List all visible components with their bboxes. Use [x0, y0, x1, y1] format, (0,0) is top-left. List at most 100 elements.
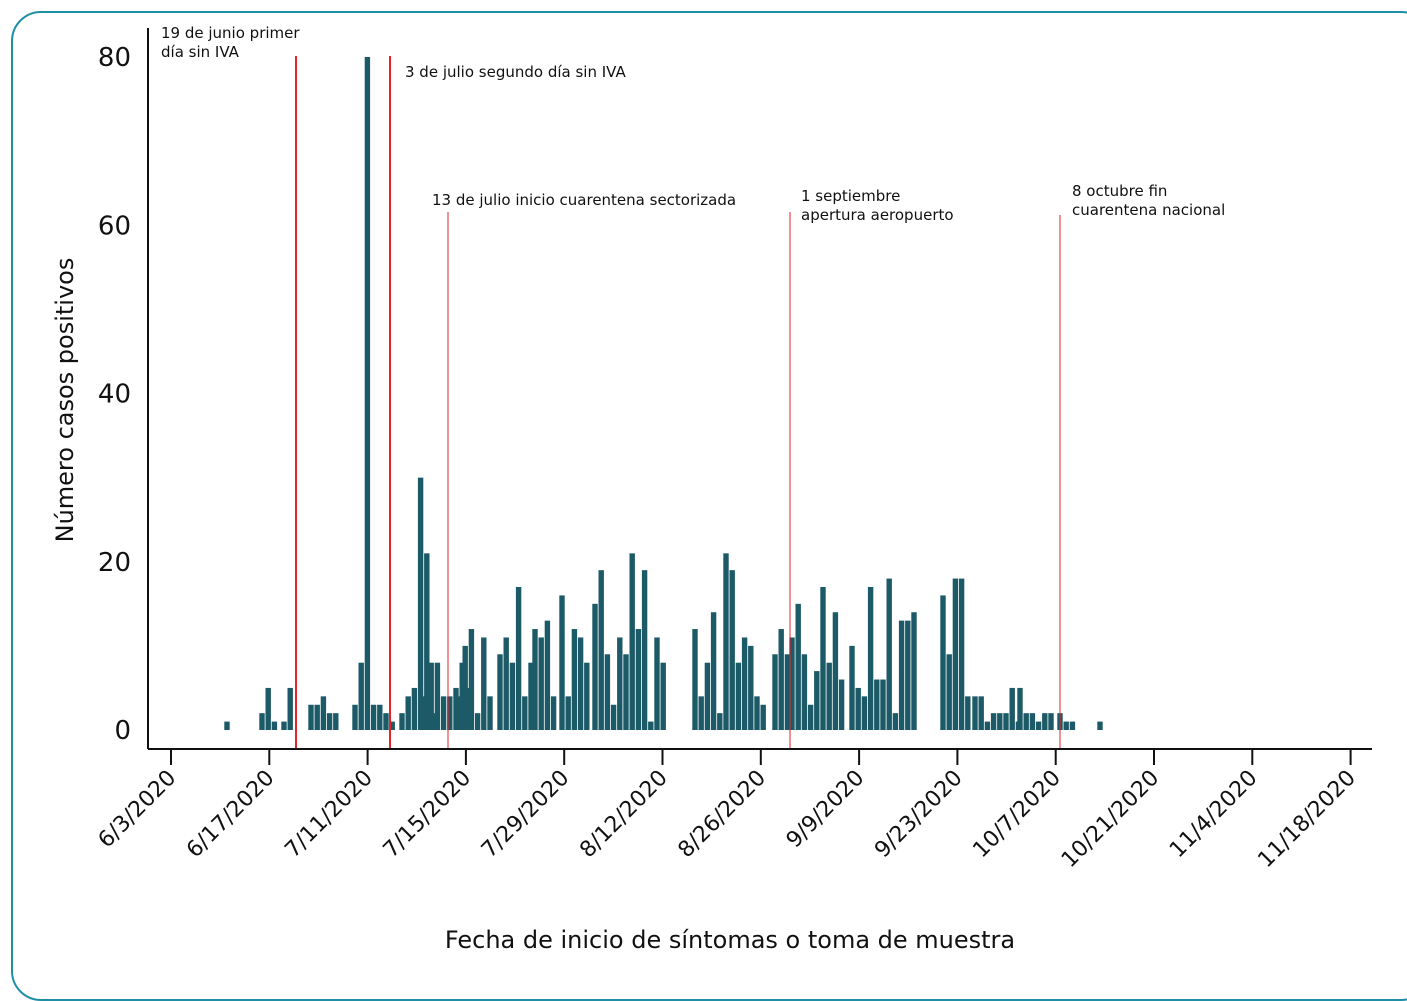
bar — [462, 645, 468, 730]
event-label: 8 octubre fin — [1072, 182, 1167, 200]
bar — [1035, 721, 1042, 730]
bar — [474, 713, 481, 730]
bar — [784, 654, 791, 730]
y-tick-label: 60 — [98, 211, 131, 241]
bar — [778, 629, 784, 730]
bar — [1017, 687, 1023, 730]
bar — [314, 704, 320, 730]
x-tick-label: 8/26/2020 — [674, 766, 771, 863]
bar — [224, 721, 230, 730]
bar — [515, 586, 522, 730]
bar — [867, 586, 874, 730]
event-label: cuarentena nacional — [1072, 201, 1225, 219]
x-tick-label: 7/11/2020 — [280, 766, 377, 863]
bar — [287, 687, 293, 730]
bar — [965, 696, 971, 730]
bar — [358, 662, 364, 730]
event-label: apertura aeropuerto — [801, 206, 954, 224]
event-label: 1 septiembre — [801, 187, 900, 205]
bar — [571, 629, 578, 730]
bar — [997, 713, 1003, 730]
bar — [497, 654, 503, 730]
bar — [544, 620, 551, 730]
bar — [874, 679, 880, 730]
bar — [723, 553, 729, 730]
bar — [911, 612, 917, 730]
bar — [654, 637, 660, 730]
bar — [259, 713, 265, 730]
bar — [946, 654, 952, 730]
bar — [623, 654, 629, 730]
bar — [978, 696, 984, 730]
bar — [898, 620, 905, 730]
event-label: día sin IVA — [161, 43, 240, 61]
bar — [459, 662, 465, 730]
bar — [892, 713, 899, 730]
event-label: 13 de julio inicio cuarentena sectorizad… — [432, 191, 736, 209]
x-tick-label: 11/18/2020 — [1253, 766, 1360, 873]
bar — [481, 637, 487, 730]
bar — [1009, 687, 1015, 730]
bar — [741, 637, 748, 730]
bar — [1063, 721, 1069, 730]
bar — [383, 713, 389, 730]
bar — [754, 696, 760, 730]
bars — [224, 57, 1103, 730]
bar — [565, 696, 571, 730]
x-tick-label: 7/29/2020 — [477, 766, 574, 863]
bar — [434, 662, 441, 730]
bar — [352, 704, 358, 730]
bar — [1069, 721, 1076, 730]
bar — [538, 637, 544, 730]
bar — [503, 637, 509, 730]
bar — [447, 696, 453, 730]
bar — [308, 704, 314, 730]
bar — [532, 629, 538, 730]
bar — [1097, 721, 1103, 730]
bar — [281, 721, 287, 730]
bar — [1029, 713, 1036, 730]
bar — [717, 713, 723, 730]
x-tick-label: 8/12/2020 — [575, 766, 672, 863]
y-tick-label: 0 — [114, 716, 131, 746]
x-tick-label: 10/21/2020 — [1057, 766, 1164, 873]
bar — [509, 662, 516, 730]
bar — [772, 654, 778, 730]
bar — [440, 696, 447, 730]
bar — [814, 671, 820, 730]
x-axis-title: Fecha de inicio de síntomas o toma de mu… — [445, 926, 1015, 954]
bar — [389, 721, 395, 730]
bar — [424, 553, 430, 730]
bar — [411, 687, 418, 730]
x-tick-label: 9/9/2020 — [782, 766, 870, 854]
bar — [465, 687, 472, 730]
x-tick-label: 6/17/2020 — [182, 766, 279, 863]
bar — [760, 704, 766, 730]
y-tick-label: 80 — [98, 43, 131, 73]
bar — [428, 662, 434, 730]
bar — [692, 629, 698, 730]
bar — [861, 696, 868, 730]
bar — [559, 595, 565, 730]
bar — [1048, 713, 1054, 730]
bar — [972, 696, 978, 730]
bar — [1023, 713, 1029, 730]
bar — [807, 704, 814, 730]
x-tick-label: 6/3/2020 — [94, 766, 182, 854]
y-tick-label: 20 — [98, 548, 131, 578]
bar — [528, 662, 534, 730]
bar — [952, 578, 959, 730]
bar — [880, 679, 886, 730]
bar — [641, 570, 648, 730]
x-axis: 6/3/2020 6/17/2020 7/11/2020 7/15/2020 7/29/… — [94, 748, 1372, 873]
bar — [729, 570, 735, 730]
bar — [789, 637, 795, 730]
bar — [453, 687, 459, 730]
bar — [629, 553, 635, 730]
bar — [370, 704, 377, 730]
bar — [487, 696, 493, 730]
bar — [886, 578, 892, 730]
bar — [1042, 713, 1048, 730]
